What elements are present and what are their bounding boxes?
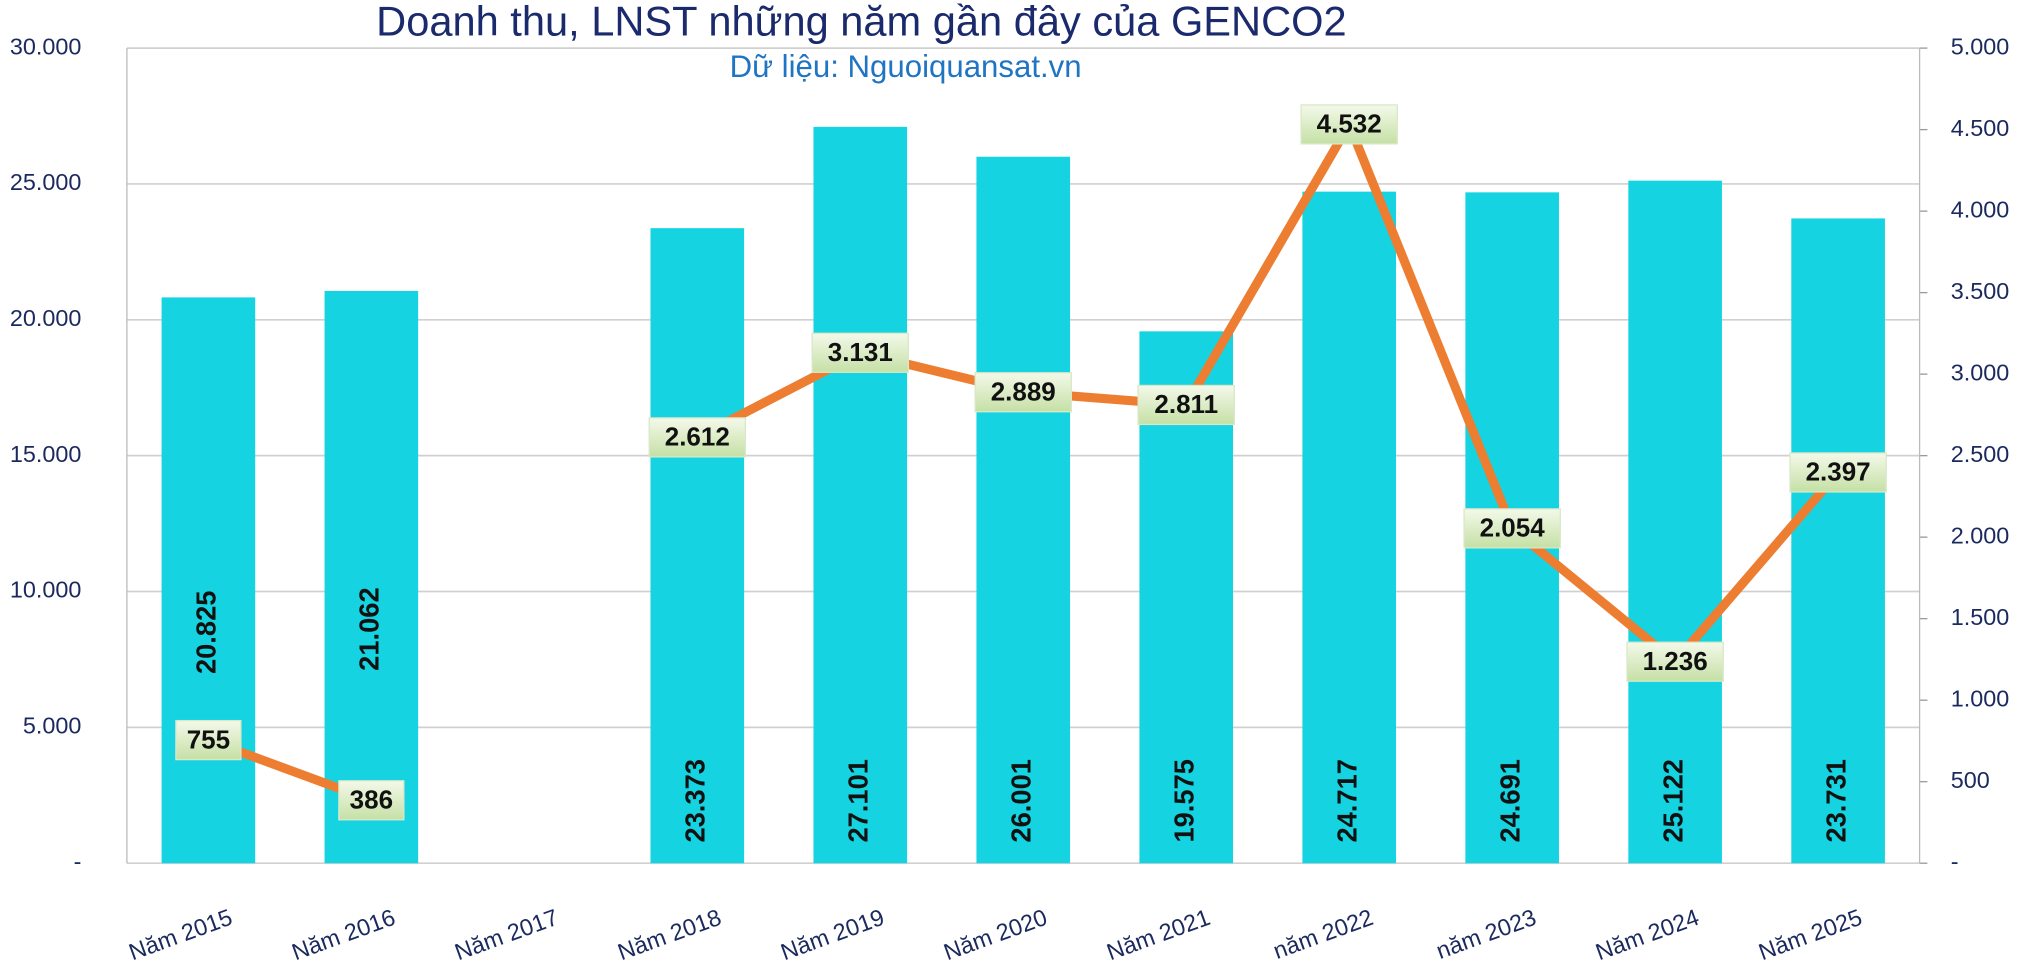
- y-tick-label: 15.000: [10, 441, 82, 467]
- y-tick-label: 5.000: [23, 713, 82, 739]
- y2-tick-label: 4.500: [1951, 115, 2010, 141]
- label-box: [1300, 104, 1398, 145]
- bar-value-label: 20.825: [191, 591, 222, 675]
- line-value-label: 2.811: [1137, 384, 1235, 426]
- line-value-label: 2.054: [1463, 508, 1561, 549]
- bar-value-label: 21.062: [354, 587, 385, 671]
- bar: [650, 228, 745, 864]
- label-box: [1626, 641, 1724, 682]
- x-tick-label: Năm 2018: [614, 904, 724, 962]
- y-tick-label: -: [74, 848, 82, 874]
- bar-value-label: 24.717: [1331, 759, 1362, 843]
- x-tick-label: Năm 2020: [940, 904, 1050, 962]
- chart-subtitle: Dữ liệu: Nguoiquansat.vn: [730, 49, 1082, 84]
- line-value-label: 2.889: [974, 372, 1072, 413]
- label-box: [338, 780, 405, 821]
- bar-value-label: 23.373: [680, 759, 711, 842]
- line-value-label: 755: [175, 719, 242, 761]
- y2-tick-label: 5.000: [1951, 33, 2010, 59]
- label-box: [811, 332, 910, 373]
- label-box: [974, 372, 1072, 413]
- x-tick-label: năm 2023: [1433, 904, 1540, 962]
- bar-value-label: 27.101: [842, 759, 873, 843]
- bar: [813, 126, 908, 864]
- y2-tick-label: 1.000: [1951, 685, 2010, 711]
- line-value-text: 1.236: [1643, 646, 1708, 676]
- line-value-label: 2.397: [1789, 452, 1887, 493]
- y2-tick-label: 2.000: [1951, 522, 2010, 548]
- line-value-label: 1.236: [1626, 641, 1724, 682]
- line-value-text: 2.397: [1806, 457, 1871, 487]
- line-value-text: 2.054: [1480, 513, 1546, 543]
- y-tick-label: 10.000: [10, 577, 82, 603]
- line-value-text: 3.131: [828, 337, 893, 367]
- bar-value-label: 24.691: [1494, 759, 1525, 842]
- line-value-label: 4.532: [1300, 104, 1398, 145]
- y2-tick-label: 2.500: [1951, 441, 2010, 467]
- bar-value-label: 26.001: [1005, 759, 1036, 843]
- y2-tick-label: 1.500: [1951, 604, 2010, 630]
- x-tick-label: Năm 2016: [288, 904, 398, 962]
- chart-title: Doanh thu, LNST những năm gần đây của GE…: [376, 0, 1346, 45]
- label-box: [1789, 452, 1887, 493]
- x-tick-label: Năm 2024: [1592, 904, 1702, 962]
- line-value-text: 2.811: [1154, 389, 1218, 419]
- y-tick-label: 30.000: [10, 33, 82, 59]
- label-box: [648, 417, 747, 458]
- bar: [161, 297, 256, 864]
- bar: [1628, 180, 1722, 864]
- y2-tick-label: 3.000: [1951, 359, 2010, 385]
- line-value-text: 386: [350, 784, 393, 814]
- x-tick-label: Năm 2025: [1755, 904, 1865, 962]
- y2-tick-label: 4.000: [1951, 196, 2010, 222]
- line-value-text: 2.889: [991, 376, 1056, 406]
- bar-value-label: 19.575: [1168, 759, 1199, 843]
- y-tick-label: 20.000: [10, 305, 82, 331]
- line-value-text: 755: [187, 724, 230, 754]
- bar: [1791, 218, 1885, 864]
- y2-tick-label: 500: [1951, 767, 1990, 793]
- y2-tick-label: 3.500: [1951, 278, 2010, 304]
- x-tick-label: Năm 2019: [777, 904, 887, 962]
- x-tick-label: Năm 2021: [1103, 904, 1213, 962]
- bar: [324, 290, 419, 864]
- y2-tick-label: -: [1951, 848, 1959, 874]
- x-tick-label: năm 2022: [1270, 904, 1377, 962]
- bar: [976, 156, 1071, 864]
- label-box: [1463, 508, 1561, 549]
- bar-value-label: 23.731: [1820, 759, 1851, 843]
- line-value-text: 2.612: [665, 422, 730, 452]
- line-value-label: 3.131: [811, 332, 910, 373]
- y-tick-label: 25.000: [10, 169, 82, 195]
- x-tick-label: Năm 2017: [451, 904, 561, 962]
- line-value-text: 4.532: [1317, 109, 1382, 139]
- label-box: [175, 719, 242, 761]
- label-box: [1137, 384, 1235, 426]
- line-value-label: 386: [338, 780, 405, 821]
- line-value-label: 2.612: [648, 417, 747, 458]
- x-tick-label: Năm 2015: [125, 904, 235, 962]
- bar-value-label: 25.122: [1657, 759, 1688, 843]
- bar: [1302, 191, 1396, 864]
